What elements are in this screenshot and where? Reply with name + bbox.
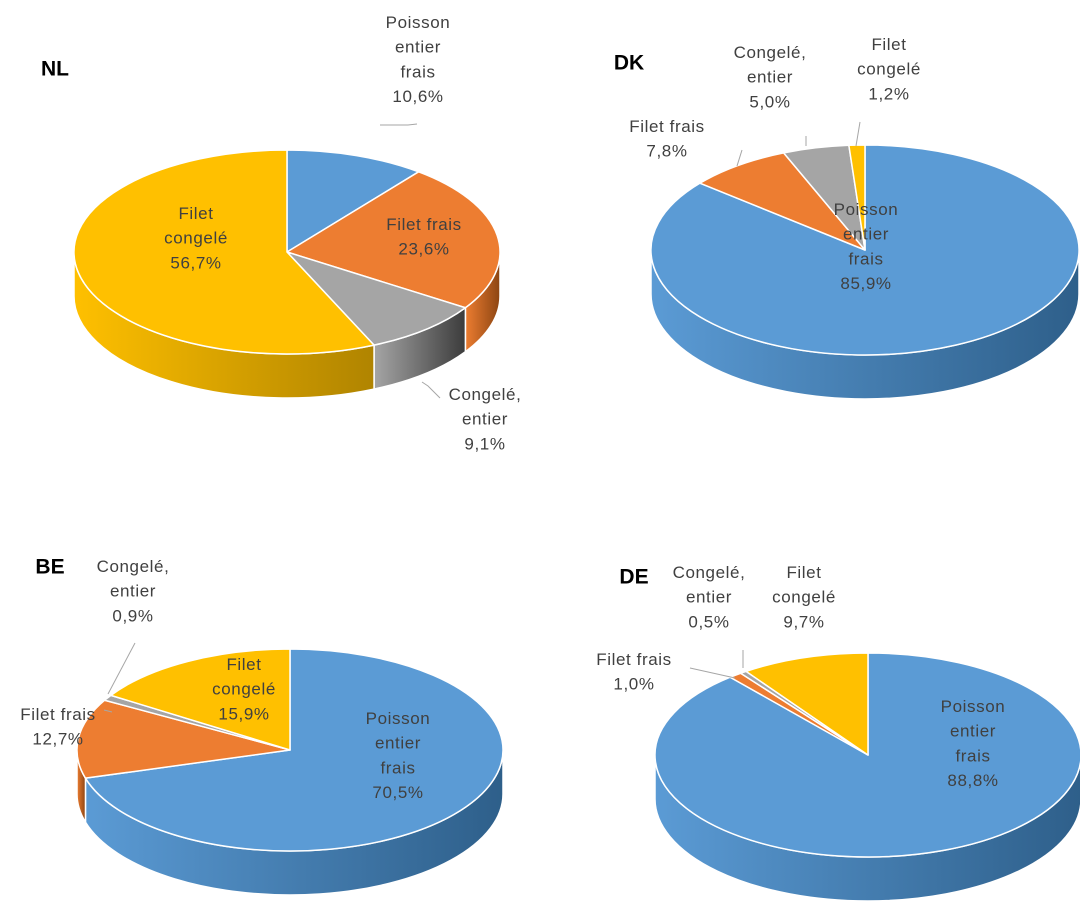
pie-slice-dk-1	[699, 152, 866, 251]
pie-slice-nl-0	[286, 149, 420, 253]
chart-title-be: BE	[35, 556, 64, 579]
pie-chart-dk: DK Poisson entier frais 85,9% Filet frais 7,8%…	[614, 35, 1080, 400]
leader-line-be-1	[103, 709, 113, 713]
pie-chart-be: BE Poisson entier frais 70,5% Filet frais 12,7…	[20, 556, 504, 896]
leader-line-dk-1	[736, 149, 743, 167]
pie-slice-nl-3	[73, 149, 375, 355]
data-label-dk-3: Filet congelé 1,2%	[857, 35, 921, 103]
leader-line-de-1	[689, 667, 736, 679]
leader-line-be-2	[107, 642, 136, 695]
data-label-de-0: Poisson entier frais 88,8%	[941, 697, 1006, 790]
pie-slice-be-3	[110, 648, 291, 751]
data-label-de-3: Filet congelé 9,7%	[772, 563, 836, 631]
pie-slice-nl-2	[286, 251, 467, 346]
data-label-dk-2: Congelé, entier 5,0%	[734, 43, 807, 111]
pie-slice-be-0	[84, 648, 504, 852]
pie-slice-dk-3	[848, 144, 866, 251]
data-label-dk-1: Filet frais 7,8%	[629, 117, 705, 161]
pie-slice-nl-1	[286, 171, 501, 309]
chart-title-de: DE	[619, 566, 648, 589]
data-label-be-2: Congelé, entier 0,9%	[97, 557, 170, 625]
data-label-nl-1: Filet frais 23,6%	[386, 215, 462, 259]
data-label-de-1: Filet frais 1,0%	[596, 650, 672, 694]
pie-slice-de-3	[745, 652, 869, 756]
data-label-be-3: Filet congelé 15,9%	[212, 655, 276, 723]
data-label-nl-3: Filet congelé 56,7%	[164, 204, 228, 272]
chart-title-dk: DK	[614, 52, 644, 75]
leader-line-nl-2	[421, 381, 441, 399]
pie-chart-nl: NL Poisson entier frais 10,6% Filet frais 23,6…	[41, 13, 521, 453]
data-label-nl-2: Congelé, entier 9,1%	[449, 385, 522, 453]
pie-slice-be-1	[76, 699, 291, 779]
chart-title-nl: NL	[41, 58, 69, 81]
data-label-dk-0: Poisson entier frais 85,9%	[834, 200, 899, 293]
pie-chart-de: DE Poisson entier frais 88,8% Filet frais 1,0%…	[596, 563, 1080, 902]
leader-line-dk-3	[855, 121, 861, 147]
data-label-be-0: Poisson entier frais 70,5%	[366, 709, 431, 802]
data-label-be-1: Filet frais 12,7%	[20, 705, 96, 749]
leader-line-nl-0	[380, 123, 418, 126]
data-label-nl-0: Poisson entier frais 10,6%	[386, 13, 451, 106]
data-label-de-2: Congelé, entier 0,5%	[673, 563, 746, 631]
